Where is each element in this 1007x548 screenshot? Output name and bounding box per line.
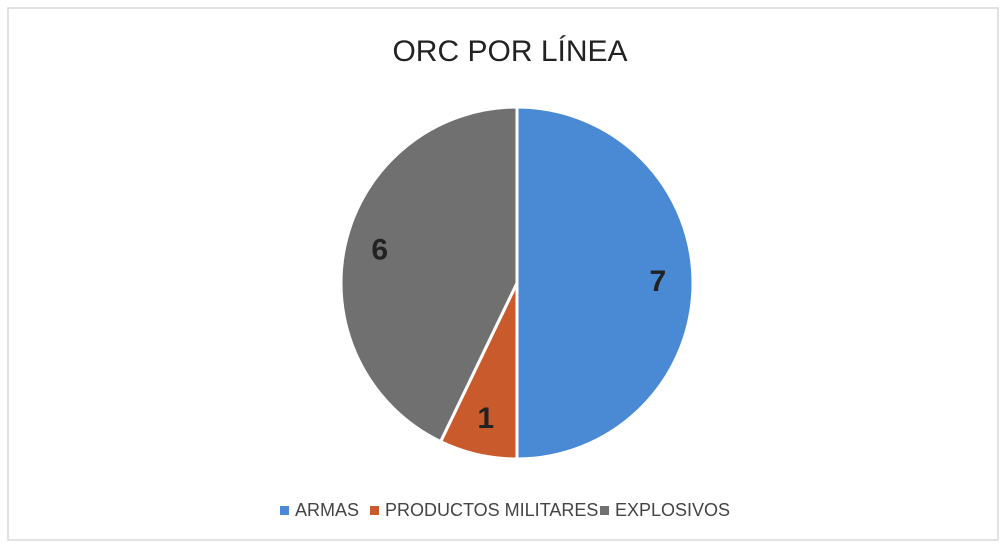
data-label: 7 xyxy=(649,265,666,298)
legend-swatch xyxy=(280,506,289,515)
legend-swatch xyxy=(370,506,379,515)
legend-label: PRODUCTOS MILITARES xyxy=(385,500,598,520)
data-label: 6 xyxy=(371,234,388,267)
legend-label: EXPLOSIVOS xyxy=(615,500,730,520)
pie-slice xyxy=(339,105,519,444)
pie-slice xyxy=(515,105,695,461)
legend-label: ARMAS xyxy=(295,500,359,520)
legend-swatch xyxy=(600,506,609,515)
chart-title: ORC POR LÍNEA xyxy=(392,35,627,68)
data-label: 1 xyxy=(477,402,494,435)
